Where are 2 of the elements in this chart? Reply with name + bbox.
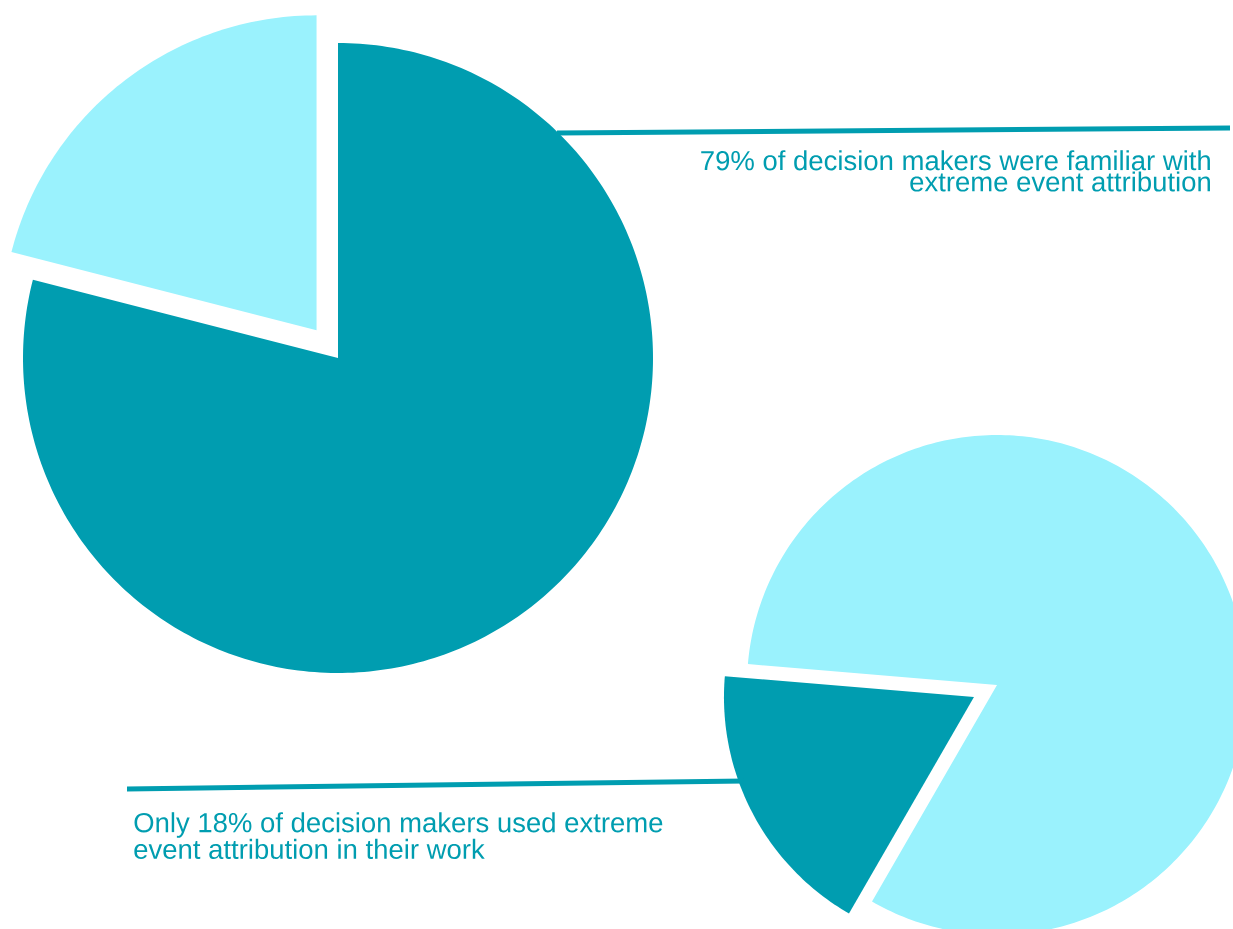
text: Only 18% of decision makers used extreme event attribution in their work (134, 812, 663, 860)
text: 79% of decision makers were familiar with extreme event attribution (701, 150, 1210, 192)
